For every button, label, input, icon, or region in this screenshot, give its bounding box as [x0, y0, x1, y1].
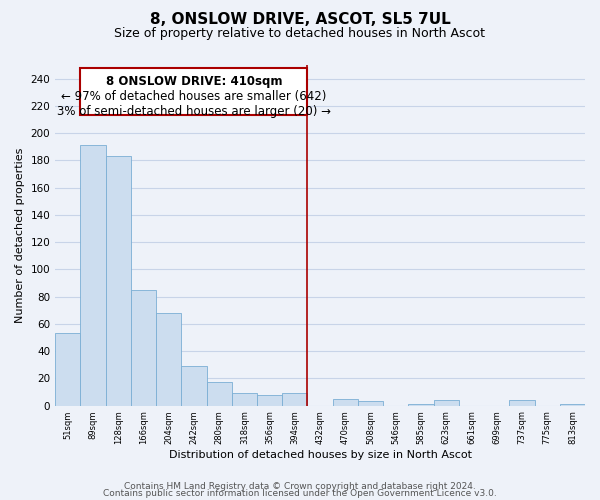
Bar	[80, 146, 106, 406]
Bar	[257, 394, 282, 406]
Bar	[560, 404, 585, 406]
Bar	[434, 400, 459, 406]
Bar	[232, 394, 257, 406]
Bar	[206, 382, 232, 406]
Text: 8 ONSLOW DRIVE: 410sqm: 8 ONSLOW DRIVE: 410sqm	[106, 74, 282, 88]
Bar	[131, 290, 156, 406]
Text: Contains HM Land Registry data © Crown copyright and database right 2024.: Contains HM Land Registry data © Crown c…	[124, 482, 476, 491]
Bar	[55, 334, 80, 406]
Bar	[409, 404, 434, 406]
Y-axis label: Number of detached properties: Number of detached properties	[15, 148, 25, 323]
Bar	[106, 156, 131, 406]
Bar	[509, 400, 535, 406]
Bar	[358, 402, 383, 406]
Bar	[282, 394, 307, 406]
Text: 8, ONSLOW DRIVE, ASCOT, SL5 7UL: 8, ONSLOW DRIVE, ASCOT, SL5 7UL	[149, 12, 451, 28]
Bar	[156, 313, 181, 406]
Text: ← 97% of detached houses are smaller (642): ← 97% of detached houses are smaller (64…	[61, 90, 326, 102]
Text: 3% of semi-detached houses are larger (20) →: 3% of semi-detached houses are larger (2…	[57, 104, 331, 118]
X-axis label: Distribution of detached houses by size in North Ascot: Distribution of detached houses by size …	[169, 450, 472, 460]
Bar	[332, 399, 358, 406]
FancyBboxPatch shape	[80, 68, 307, 116]
Text: Size of property relative to detached houses in North Ascot: Size of property relative to detached ho…	[115, 28, 485, 40]
Text: Contains public sector information licensed under the Open Government Licence v3: Contains public sector information licen…	[103, 488, 497, 498]
Bar	[181, 366, 206, 406]
